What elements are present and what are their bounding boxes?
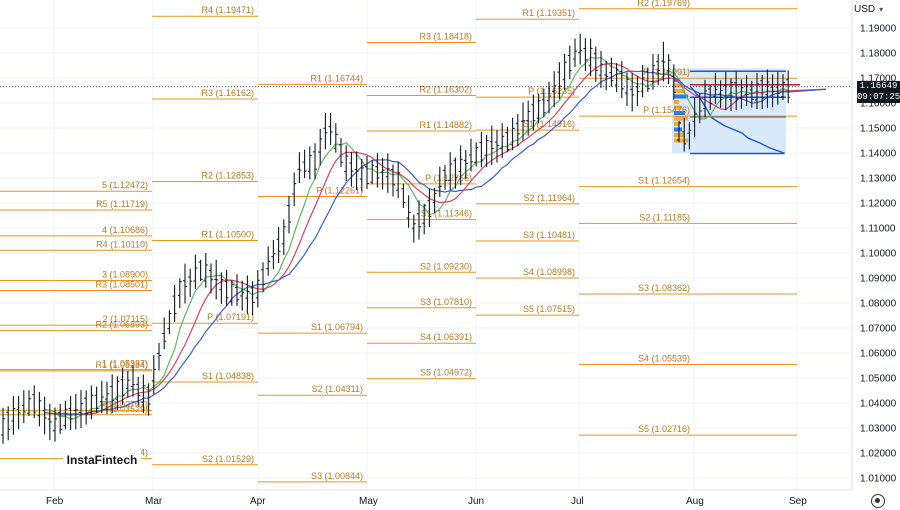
pivot-label: P (1.16235) xyxy=(528,86,575,96)
y-tick-label: 1.03000 xyxy=(860,424,897,435)
pivot-label: 1 (1.05337) xyxy=(102,359,148,369)
profile-bin xyxy=(674,89,685,93)
profile-bin xyxy=(674,127,682,132)
y-tick-label: 1.01000 xyxy=(860,474,897,485)
pivot-label: S1 (1.06794) xyxy=(311,322,363,332)
chart-grid xyxy=(0,0,852,490)
pivot-label: 2 (1.07115) xyxy=(103,314,148,324)
pivot-label: S3 (1.08362) xyxy=(638,283,690,293)
pivot-label: R1 (1.19351) xyxy=(522,8,575,18)
profile-bin xyxy=(674,138,688,143)
y-tick-label: 1.09000 xyxy=(860,274,897,285)
y-tick-label: 1.07000 xyxy=(860,324,897,335)
y-tick-label: 1.13000 xyxy=(860,174,897,185)
y-tick-label: 1.04000 xyxy=(860,399,897,410)
x-tick-label: Jul xyxy=(571,496,584,507)
pivot-label: S1 (1.11346) xyxy=(421,208,472,218)
pivot-label: R2 (1.06893) xyxy=(95,320,148,330)
y-tick-label: 1.08000 xyxy=(860,299,897,310)
pivot-label: S5 (1.02716) xyxy=(638,424,690,434)
currency-selector[interactable]: USD ▾ xyxy=(854,2,894,18)
gear-icon[interactable] xyxy=(871,494,885,508)
pivot-label: R3 (1.08501) xyxy=(95,279,148,289)
pivot-label: S3 (1.07810) xyxy=(420,297,472,307)
pivot-label: 4 (1.10686) xyxy=(102,225,148,235)
y-tick-label: 1.10000 xyxy=(860,249,897,260)
pivot-label: S3 (1.00844) xyxy=(311,471,363,481)
y-tick-label: 1.17000 xyxy=(860,74,897,85)
pivot-label: S2 (1.11964) xyxy=(524,193,575,203)
price-axis[interactable]: 1.19000 1.18000 1.17000 1.16000 1.15000 1.140… xyxy=(851,0,897,490)
pivot-label: R1 (1.10500) xyxy=(201,230,254,240)
y-tick-label: 1.14000 xyxy=(860,149,897,160)
pivot-label: R2 (1.19769) xyxy=(637,0,690,8)
x-tick-label: Sep xyxy=(789,496,807,507)
pivot-label: R3 (1.16162) xyxy=(201,88,254,98)
x-tick-label: Mar xyxy=(145,496,163,507)
pivot-label: S2 (1.11185) xyxy=(639,212,690,222)
pivot-label: 3 (1.08900) xyxy=(102,270,148,280)
pivot-label: R1 (1.16744) xyxy=(310,73,363,83)
last-price-value: 1.16649 xyxy=(859,81,898,91)
x-tick-label: Apr xyxy=(250,496,266,507)
profile-bin xyxy=(674,122,679,126)
pivot-label: R4 (1.19471) xyxy=(201,5,254,15)
pivot-label: P (1.12261) xyxy=(316,185,363,195)
y-tick-label: 1.02000 xyxy=(860,449,897,460)
pivot-label: R3 (1.18418) xyxy=(419,32,472,42)
y-tick-label: 1.18000 xyxy=(860,49,897,60)
profile-outline xyxy=(689,85,785,155)
y-tick-label: 1.12000 xyxy=(860,199,897,210)
y-tick-label: 1.15000 xyxy=(860,124,897,135)
pivot-label: P (1.15476) xyxy=(643,105,690,115)
pivot-label: R2 (1.12853) xyxy=(201,171,254,181)
pivot-label: S1 (1.12654) xyxy=(638,176,690,186)
profile-bin xyxy=(674,94,688,99)
pivot-label: P (1.12766) xyxy=(425,173,472,183)
y-tick-label: 1.05000 xyxy=(860,374,897,385)
pivot-label: P (1.07191) xyxy=(207,312,254,322)
x-tick-label: Feb xyxy=(46,496,64,507)
pivot-label: R5 (1.11719) xyxy=(96,199,148,209)
x-tick-label: May xyxy=(359,496,378,507)
price-bars xyxy=(1,33,791,444)
y-tick-label: 1.11000 xyxy=(860,224,896,235)
pivot-label: S5 (1.07515) xyxy=(523,304,575,314)
profile-bin xyxy=(674,116,688,121)
volume-profile xyxy=(672,68,800,155)
pivot-label: R4 (1.10110) xyxy=(96,239,148,249)
pivot-label: R2 (1.16302) xyxy=(419,84,472,94)
pivot-label: R1 (1.14882) xyxy=(419,120,472,130)
currency-label: USD xyxy=(854,4,876,15)
pivot-label: S5 (1.04972) xyxy=(420,368,472,378)
y-tick-label: 1.06000 xyxy=(860,349,897,360)
profile-bin xyxy=(674,105,682,110)
pivot-label: S2 (1.01529) xyxy=(202,454,254,464)
pivot-label: S4 (1.06391) xyxy=(420,332,472,342)
pivot-label: S2 (1.09230) xyxy=(420,261,472,271)
time-axis[interactable]: Feb Mar Apr May Jun Jul Aug Sep xyxy=(0,489,852,507)
profile-bin xyxy=(674,100,679,104)
pivot-label: S1 (1.04838) xyxy=(202,371,254,381)
pivot-label: S3 (1.10481) xyxy=(523,230,575,240)
profile-bin xyxy=(674,83,682,88)
pivot-label: S4 (1.08998) xyxy=(523,267,575,277)
chevron-down-icon: ▾ xyxy=(879,5,884,14)
pivot-label: P (1.03529) xyxy=(101,404,148,414)
y-tick-label: 1.19000 xyxy=(860,24,897,35)
profile-bin xyxy=(674,111,685,115)
pivot-label: S1 (1.14916) xyxy=(523,119,575,129)
brand-logo: InstaFintech xyxy=(63,446,141,474)
pivot-label: 5 (1.12472) xyxy=(102,180,148,190)
x-tick-label: Aug xyxy=(686,496,704,507)
pivot-label: P (1.03707) xyxy=(101,399,148,409)
y-tick-label: 1.16000 xyxy=(860,99,897,110)
pivot-label: S4 (1.05539) xyxy=(638,354,690,364)
x-tick-label: Jun xyxy=(468,496,484,507)
bar-countdown: 09:07:25 xyxy=(857,92,900,102)
pivot-label: S2 (1.04311) xyxy=(312,384,363,394)
last-price-badge: 1.16649 09:07:25 xyxy=(857,81,900,103)
pivot-label: R1 (1.05284) xyxy=(95,360,148,370)
